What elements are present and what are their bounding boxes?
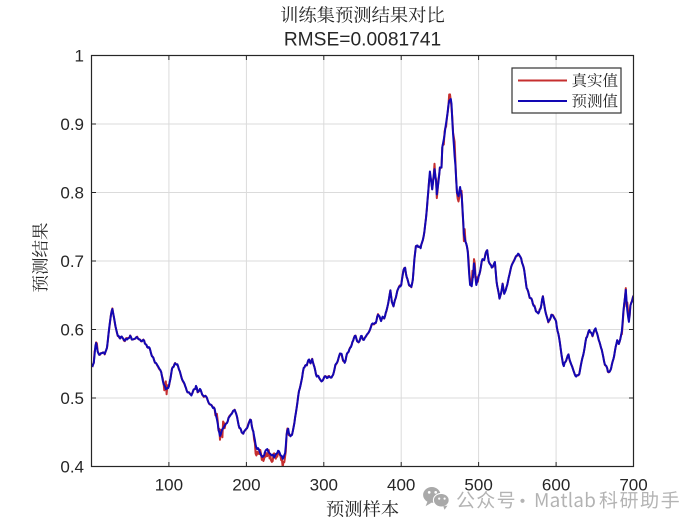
svg-text:500: 500 <box>464 475 492 494</box>
svg-text:300: 300 <box>310 475 338 494</box>
svg-text:1: 1 <box>75 47 84 66</box>
svg-text:600: 600 <box>542 475 570 494</box>
svg-text:0.7: 0.7 <box>60 252 84 271</box>
svg-text:100: 100 <box>155 475 183 494</box>
svg-text:0.9: 0.9 <box>60 115 84 134</box>
svg-text:400: 400 <box>387 475 415 494</box>
svg-text:200: 200 <box>232 475 260 494</box>
svg-text:700: 700 <box>619 475 647 494</box>
svg-text:0.6: 0.6 <box>60 321 84 340</box>
svg-text:0.8: 0.8 <box>60 184 84 203</box>
svg-text:0.5: 0.5 <box>60 389 84 408</box>
svg-text:0.4: 0.4 <box>60 458 84 477</box>
svg-text:RMSE=0.0081741: RMSE=0.0081741 <box>284 29 441 50</box>
